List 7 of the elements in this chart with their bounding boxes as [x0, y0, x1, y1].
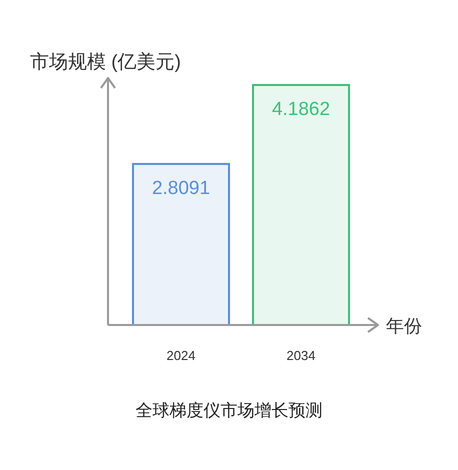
- text: 全球梯度仪市场增长预测: [136, 401, 322, 420]
- x-axis-title: 年份: [386, 316, 422, 336]
- x-tick-label: 2024: [166, 348, 196, 363]
- y-axis-title: 市场规模 (亿美元): [30, 51, 181, 73]
- data-label: 4.1862: [272, 99, 330, 120]
- data-label: 2.8091: [152, 178, 210, 199]
- x-tick-label: 2034: [286, 348, 316, 363]
